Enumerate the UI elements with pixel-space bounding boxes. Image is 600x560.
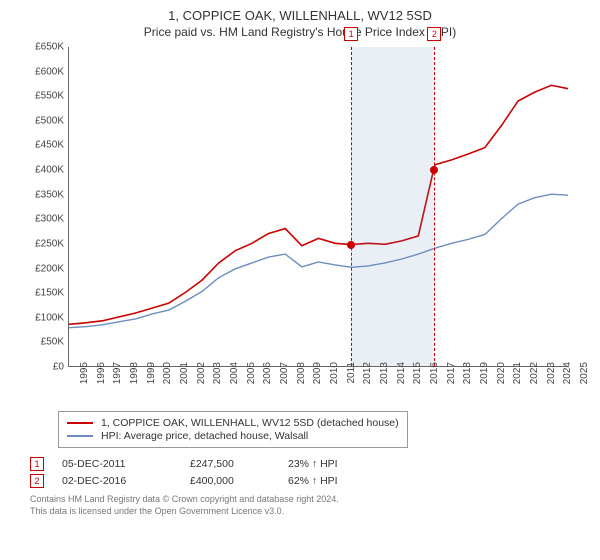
x-tick-label: 2001 [179,362,190,384]
transaction-badge: 1 [344,27,358,41]
y-tick-label: £400K [20,165,64,176]
transaction-point [430,166,438,174]
x-tick-label: 2005 [246,362,257,384]
x-tick-label: 2020 [496,362,507,384]
x-tick-label: 2018 [462,362,473,384]
y-tick-label: £450K [20,140,64,151]
transaction-badge: 2 [30,474,44,488]
legend: 1, COPPICE OAK, WILLENHALL, WV12 5SD (de… [58,411,408,448]
x-tick-label: 2009 [312,362,323,384]
y-tick-label: £100K [20,312,64,323]
x-tick-label: 1995 [79,362,90,384]
transaction-badge: 1 [30,457,44,471]
transaction-point [347,241,355,249]
x-tick-label: 2016 [429,362,440,384]
x-tick-label: 2008 [296,362,307,384]
x-tick-label: 2024 [562,362,573,384]
x-tick-label: 1996 [96,362,107,384]
x-tick-label: 2007 [279,362,290,384]
x-tick-label: 2003 [212,362,223,384]
chart-container: 1, COPPICE OAK, WILLENHALL, WV12 5SD Pri… [0,0,600,560]
x-tick-label: 2023 [546,362,557,384]
line-series [69,47,568,366]
x-tick-label: 2014 [396,362,407,384]
legend-row: 1, COPPICE OAK, WILLENHALL, WV12 5SD (de… [67,417,399,429]
chart-title: 1, COPPICE OAK, WILLENHALL, WV12 5SD [10,8,590,23]
y-tick-label: £250K [20,238,64,249]
x-tick-label: 2022 [529,362,540,384]
x-tick-label: 2013 [379,362,390,384]
attribution-line: Contains HM Land Registry data © Crown c… [30,494,590,506]
transaction-row: 1 05-DEC-2011 £247,500 23% ↑ HPI [30,457,590,471]
x-tick-label: 2002 [196,362,207,384]
y-tick-label: £150K [20,288,64,299]
chart-subtitle: Price paid vs. HM Land Registry's House … [10,25,590,39]
x-tick-label: 2025 [579,362,590,384]
transaction-price: £400,000 [190,475,270,487]
transactions-table: 1 05-DEC-2011 £247,500 23% ↑ HPI 2 02-DEC-201… [30,457,590,488]
x-tick-label: 2006 [262,362,273,384]
legend-swatch [67,422,93,424]
x-tick-label: 2019 [479,362,490,384]
y-tick-label: £300K [20,214,64,225]
y-tick-label: £550K [20,91,64,102]
series-line [69,194,568,327]
legend-swatch [67,435,93,437]
data-attribution: Contains HM Land Registry data © Crown c… [30,494,590,517]
series-line [69,85,568,324]
x-tick-label: 2010 [329,362,340,384]
x-tick-label: 2011 [345,362,356,384]
legend-row: HPI: Average price, detached house, Wals… [67,430,399,442]
plot-region: 12 [68,47,568,367]
x-tick-label: 2021 [512,362,523,384]
x-tick-label: 1999 [146,362,157,384]
legend-label: 1, COPPICE OAK, WILLENHALL, WV12 5SD (de… [101,417,399,429]
x-tick-label: 2000 [162,362,173,384]
transaction-date: 02-DEC-2016 [62,475,172,487]
x-tick-label: 2017 [446,362,457,384]
x-tick-label: 2004 [229,362,240,384]
attribution-line: This data is licensed under the Open Gov… [30,506,590,518]
transaction-price: £247,500 [190,458,270,470]
y-tick-label: £0 [20,362,64,373]
legend-label: HPI: Average price, detached house, Wals… [101,430,308,442]
y-tick-label: £350K [20,189,64,200]
transaction-ratio: 62% ↑ HPI [288,475,378,487]
x-tick-label: 2012 [362,362,373,384]
transaction-ratio: 23% ↑ HPI [288,458,378,470]
y-tick-label: £650K [20,42,64,53]
y-tick-label: £50K [20,337,64,348]
x-tick-label: 1998 [129,362,140,384]
transaction-badge: 2 [427,27,441,41]
transaction-row: 2 02-DEC-2016 £400,000 62% ↑ HPI [30,474,590,488]
transaction-date: 05-DEC-2011 [62,458,172,470]
y-tick-label: £200K [20,263,64,274]
chart-area: £0 £50K £100K £150K £200K £250K £300K £350K £400… [20,47,580,407]
y-tick-label: £500K [20,115,64,126]
y-tick-label: £600K [20,66,64,77]
x-tick-label: 1997 [112,362,123,384]
x-tick-label: 2015 [412,362,423,384]
